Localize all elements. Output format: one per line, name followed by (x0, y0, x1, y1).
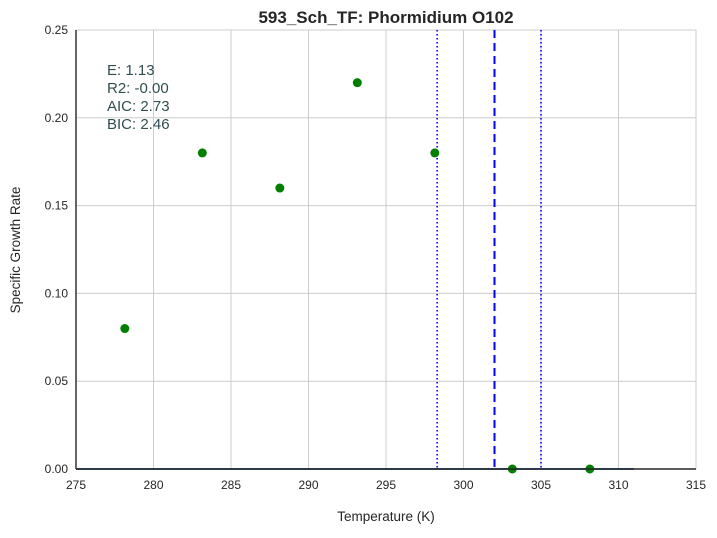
x-tick-label: 295 (376, 478, 396, 492)
y-tick-label: 0.05 (45, 374, 69, 388)
x-tick-label: 315 (686, 478, 706, 492)
x-tick-label: 280 (143, 478, 163, 492)
fit-statistics: E: 1.13 R2: -0.00 AIC: 2.73 BIC: 2.46 (107, 62, 170, 133)
y-tick-label: 0.20 (45, 111, 69, 125)
y-tick-label: 0.10 (45, 286, 69, 300)
data-point (352, 78, 362, 88)
data-point (197, 148, 207, 158)
y-tick-label: 0.00 (45, 462, 69, 476)
chart-title: 593_Sch_TF: Phormidium O102 (258, 8, 513, 27)
data-point (430, 148, 440, 158)
axes (75, 30, 696, 470)
grid (75, 29, 697, 470)
x-tick-label: 275 (66, 478, 86, 492)
y-tick-label: 0.15 (45, 199, 69, 213)
x-axis-title: Temperature (K) (337, 509, 435, 524)
annotation-bic: BIC: 2.46 (107, 116, 170, 133)
annotation-aic: AIC: 2.73 (107, 98, 170, 115)
y-axis-title: Specific Growth Rate (8, 187, 23, 314)
reference-lines (436, 30, 542, 469)
data-point (120, 324, 130, 334)
x-tick-label: 285 (221, 478, 241, 492)
annotation-e: E: 1.13 (107, 62, 155, 79)
data-points (120, 78, 595, 474)
tick-labels: 275 280 285 290 295 300 305 310 315 0.00 0.05 0.10 0… (45, 23, 707, 492)
data-point (275, 183, 285, 193)
x-tick-label: 290 (298, 478, 318, 492)
y-tick-label: 0.25 (45, 23, 69, 37)
x-tick-label: 300 (453, 478, 473, 492)
x-tick-label: 310 (608, 478, 628, 492)
x-tick-label: 305 (531, 478, 551, 492)
annotation-r2: R2: -0.00 (107, 80, 169, 97)
